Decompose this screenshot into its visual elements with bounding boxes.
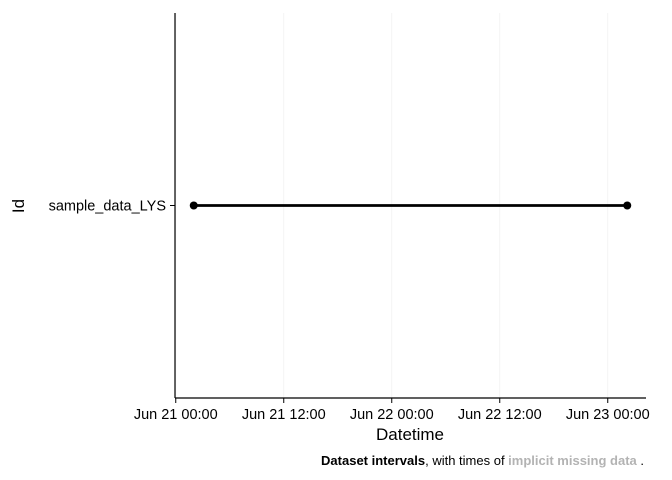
x-tick-label: Jun 21 00:00 <box>134 407 218 423</box>
x-tick-label: Jun 22 12:00 <box>458 407 542 423</box>
caption-middle: , with times of <box>425 453 508 468</box>
caption-end: . <box>637 453 644 468</box>
interval-end-point <box>623 201 632 210</box>
x-tick-label: Jun 21 12:00 <box>242 407 326 423</box>
plot-panel: Jun 21 00:00 Jun 21 12:00 Jun 22 00:00 Jun … <box>49 13 650 423</box>
y-tick-label: sample_data_LYS <box>49 199 166 215</box>
y-axis-ticks: sample_data_LYS <box>49 199 175 215</box>
interval-series <box>189 201 632 210</box>
caption-bold: Dataset intervals <box>321 453 425 468</box>
y-axis-title: Id <box>9 199 28 213</box>
x-tick-label: Jun 22 00:00 <box>350 407 434 423</box>
caption-highlight: implicit missing data <box>508 453 637 468</box>
interval-start-point <box>189 201 198 210</box>
chart-caption: Dataset intervals, with times of implici… <box>321 453 644 468</box>
x-tick-label: Jun 23 00:00 <box>566 407 650 423</box>
x-axis-ticks: Jun 21 00:00 Jun 21 12:00 Jun 22 00:00 Jun … <box>134 398 650 423</box>
x-axis-title: Datetime <box>376 425 444 444</box>
